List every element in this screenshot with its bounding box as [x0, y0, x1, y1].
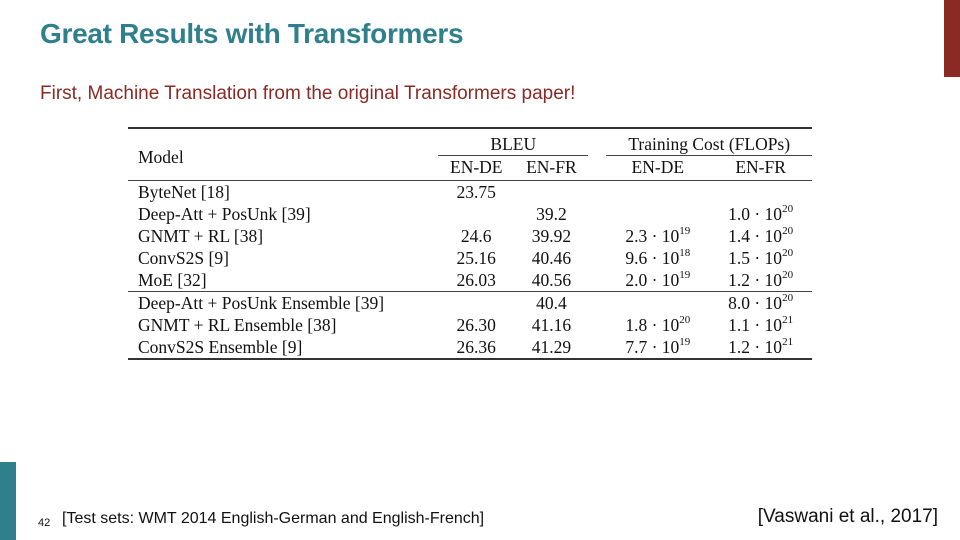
- bottom-accent-bar: [0, 462, 16, 540]
- cost-en-de: 2.0 · 1019: [625, 269, 691, 290]
- bleu-en-fr: 39.92: [531, 226, 572, 246]
- cost-en-de: [606, 291, 710, 314]
- model-name: Deep-Att + PosUnk [39]: [138, 204, 311, 224]
- bleu-en-de: 25.16: [456, 248, 496, 268]
- model-name: ByteNet [18]: [138, 182, 230, 202]
- model-name: GNMT + RL Ensemble [38]: [138, 315, 337, 335]
- header-bleu-en-fr: EN-FR: [526, 157, 577, 177]
- header-cost-en-de: EN-DE: [631, 157, 685, 177]
- bleu-en-fr: 40.56: [531, 270, 572, 290]
- bleu-en-de: 24.6: [460, 226, 492, 246]
- table-row: ConvS2S Ensemble [9] 26.36 41.29 7.7 · 1…: [128, 336, 812, 359]
- model-name: MoE [32]: [138, 270, 207, 290]
- cost-en-fr: [709, 181, 812, 204]
- cost-en-de: [606, 181, 709, 204]
- slide-title: Great Results with Transformers: [40, 18, 464, 49]
- cost-en-fr: 1.2 · 1020: [728, 269, 794, 290]
- page-number: 42: [38, 517, 51, 529]
- cost-en-fr: 1.0 · 1020: [728, 203, 794, 224]
- cost-en-de: [606, 203, 709, 225]
- cost-en-fr: 1.4 · 1020: [728, 225, 794, 246]
- bleu-en-fr: 40.4: [514, 291, 589, 314]
- bleu-en-fr: [514, 181, 588, 204]
- top-accent-bar: [944, 0, 960, 77]
- cost-en-fr: 8.0 · 1020: [709, 291, 812, 314]
- citation: [Vaswani et al., 2017]: [757, 506, 938, 527]
- table-row: GNMT + RL Ensemble [38] 26.30 41.16 1.8 …: [128, 314, 812, 336]
- header-cost-en-fr: EN-FR: [735, 157, 786, 177]
- bleu-en-fr: 39.2: [536, 204, 567, 224]
- bleu-en-fr: 40.46: [531, 248, 572, 268]
- bleu-en-fr: 41.16: [531, 315, 572, 335]
- bleu-en-de: 23.75: [456, 182, 496, 202]
- header-bleu: BLEU: [438, 128, 589, 156]
- model-name: ConvS2S Ensemble [9]: [138, 337, 303, 357]
- header-training-cost: Training Cost (FLOPs): [606, 128, 812, 156]
- table-row: ByteNet [18] 23.75: [128, 181, 812, 204]
- model-name: Deep-Att + PosUnk Ensemble [39]: [128, 291, 439, 314]
- cost-en-de: 2.3 · 1019: [625, 225, 691, 246]
- cost-en-de: 7.7 · 1019: [625, 336, 691, 357]
- table-row: Deep-Att + PosUnk Ensemble [39] 40.4 8.0…: [128, 291, 812, 314]
- model-name: ConvS2S [9]: [138, 248, 229, 268]
- table-row: GNMT + RL [38] 24.6 39.92 2.3 · 1019 1.4…: [128, 225, 812, 247]
- bleu-en-de: [438, 291, 515, 314]
- bleu-en-fr-best: 41.29: [531, 337, 572, 357]
- cost-en-de: 9.6 · 1018: [625, 247, 691, 268]
- table-row: MoE [32] 26.03 40.56 2.0 · 1019 1.2 · 10…: [128, 269, 812, 292]
- cost-en-de: 1.8 · 1020: [625, 314, 691, 335]
- bleu-en-de: 26.36: [456, 337, 496, 357]
- table-row: Deep-Att + PosUnk [39] 39.2 1.0 · 1020: [128, 203, 812, 225]
- slide-subtitle: First, Machine Translation from the orig…: [40, 83, 576, 104]
- model-name: GNMT + RL [38]: [138, 226, 264, 246]
- table-row: ConvS2S [9] 25.16 40.46 9.6 · 1018 1.5 ·…: [128, 247, 812, 269]
- header-bleu-en-de: EN-DE: [450, 157, 503, 177]
- bleu-en-de: [438, 203, 514, 225]
- cost-en-fr: 1.1 · 1021: [728, 314, 794, 335]
- header-model: Model: [138, 146, 184, 167]
- test-sets-footnote: [Test sets: WMT 2014 English-German and …: [62, 510, 485, 527]
- results-table: Model BLEU Training Cost (FLOPs) EN-DE E…: [128, 127, 812, 360]
- cost-en-fr: 1.2 · 1021: [728, 336, 794, 357]
- bleu-en-de: 26.03: [456, 270, 496, 290]
- cost-en-fr: 1.5 · 1020: [728, 247, 794, 268]
- bleu-en-de: 26.30: [456, 315, 496, 335]
